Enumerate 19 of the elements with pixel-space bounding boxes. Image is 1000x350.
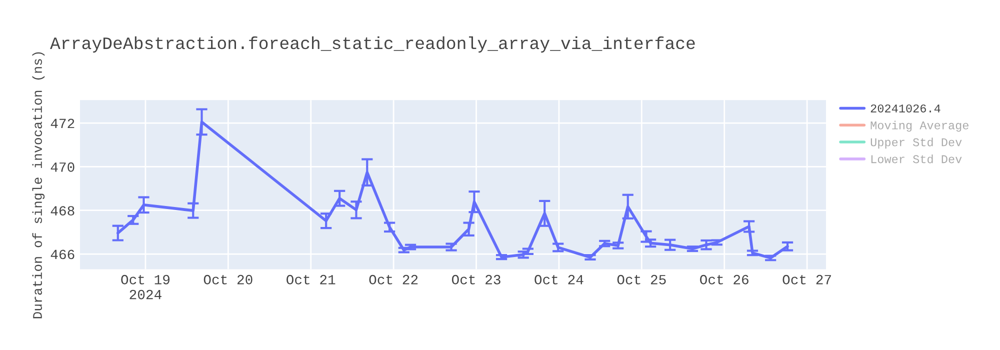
x-tick-label: Oct 26 — [700, 274, 748, 284]
x-tick-label: Oct 20 — [204, 274, 252, 284]
y-tick-label: 466 — [50, 250, 74, 260]
x-tick-label: Oct 27 — [782, 274, 831, 284]
x-tick-label: Oct 25 — [617, 274, 666, 284]
y-axis-title: Duration of single invocation (ns) — [32, 52, 45, 318]
x-tick-label: Oct 24 — [534, 274, 584, 284]
legend-label: Upper Std Dev — [870, 138, 962, 149]
x-tick-label: Oct 19 2024 — [121, 274, 170, 300]
x-tick-label: Oct 23 — [452, 274, 500, 284]
x-tick-label: Oct 22 — [369, 274, 418, 284]
y-tick-label: 472 — [50, 118, 74, 128]
y-tick-label: 468 — [50, 206, 74, 216]
y-tick-label: 470 — [50, 162, 74, 172]
legend-label: 20241026.4 — [870, 104, 940, 112]
legend-label: Moving Average — [870, 120, 968, 132]
legend-label: Lower Std Dev — [871, 154, 962, 164]
x-tick-label: Oct 21 — [286, 274, 336, 284]
chart-title: ArrayDeAbstraction.foreach_static_readonly_array_via_interface — [50, 36, 695, 53]
